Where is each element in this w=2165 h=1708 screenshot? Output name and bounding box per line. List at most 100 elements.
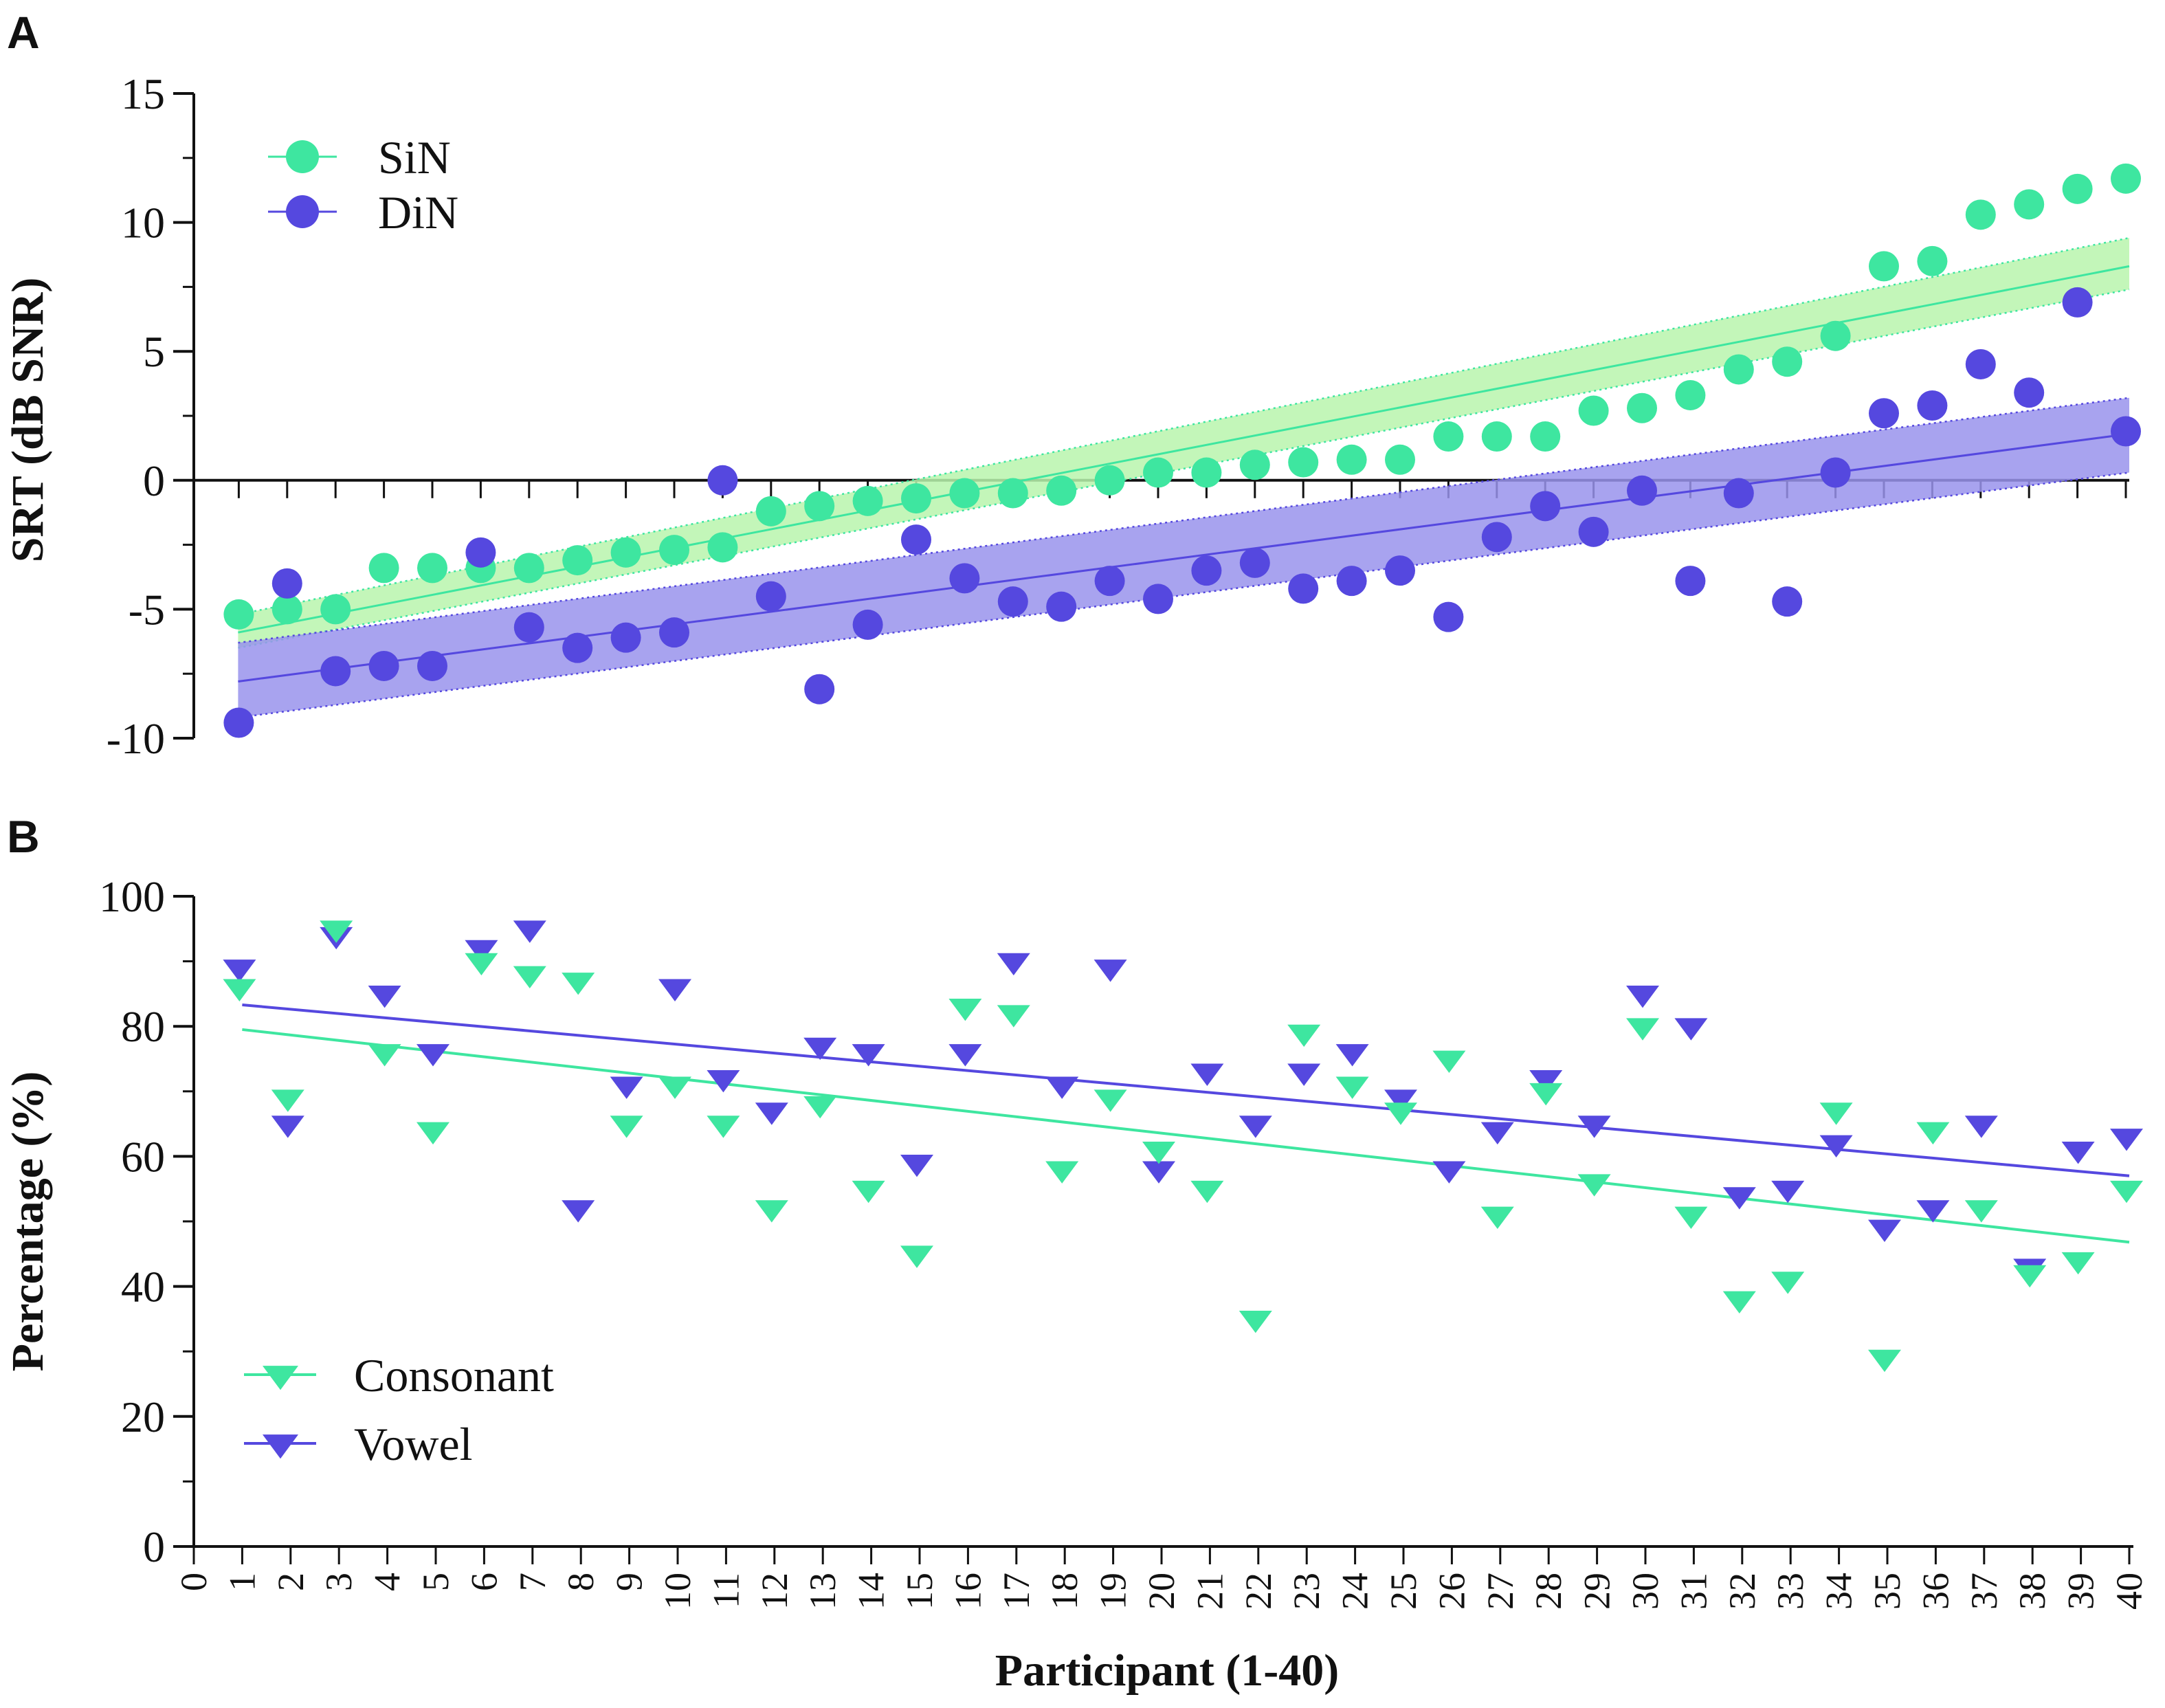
x-tick-label-b: 14 bbox=[851, 1573, 892, 1610]
point-din bbox=[1723, 478, 1754, 509]
x-tick-label-b: 15 bbox=[899, 1573, 940, 1610]
point-vowel bbox=[1432, 1161, 1466, 1184]
point-consonant bbox=[513, 966, 546, 989]
point-vowel bbox=[271, 1116, 304, 1138]
point-consonant bbox=[1287, 1024, 1321, 1047]
point-vowel bbox=[852, 1044, 885, 1067]
point-vowel bbox=[2061, 1142, 2095, 1164]
x-tick-label-b: 22 bbox=[1238, 1573, 1279, 1610]
x-tick-label-b: 11 bbox=[705, 1573, 746, 1608]
legend-marker-vowel bbox=[263, 1434, 298, 1459]
point-sin bbox=[949, 478, 980, 509]
point-din bbox=[1772, 586, 1803, 617]
point-consonant bbox=[1190, 1180, 1224, 1204]
point-din bbox=[2014, 377, 2045, 408]
legend-marker-consonant bbox=[263, 1366, 298, 1390]
point-sin bbox=[1239, 450, 1270, 480]
point-sin bbox=[1869, 251, 1899, 282]
point-sin bbox=[901, 483, 931, 514]
y-tick-label-b: 40 bbox=[121, 1263, 165, 1311]
point-sin bbox=[1191, 457, 1222, 488]
ci-lower-din bbox=[238, 472, 2130, 719]
x-tick-label-b: 12 bbox=[754, 1573, 795, 1610]
point-vowel bbox=[562, 1200, 595, 1223]
point-consonant bbox=[948, 998, 982, 1021]
point-sin bbox=[271, 594, 302, 625]
point-sin bbox=[707, 532, 738, 563]
point-consonant bbox=[1045, 1161, 1079, 1184]
x-tick-label-b: 32 bbox=[1722, 1573, 1763, 1610]
point-sin bbox=[1094, 465, 1125, 496]
x-tick-label-b: 9 bbox=[609, 1573, 650, 1591]
y-tick-label-b: 60 bbox=[121, 1132, 165, 1181]
x-tick-label-b: 25 bbox=[1383, 1573, 1424, 1610]
x-tick-label-b: 1 bbox=[221, 1573, 263, 1591]
legend-b: Consonant Vowel bbox=[244, 1349, 554, 1470]
point-vowel bbox=[1480, 1122, 1514, 1145]
point-vowel bbox=[1722, 1187, 1756, 1210]
y-axis-label-b: Percentage (%) bbox=[3, 1072, 53, 1372]
point-sin bbox=[1433, 421, 1464, 452]
point-vowel bbox=[1045, 1076, 1079, 1099]
point-consonant bbox=[2061, 1252, 2095, 1275]
fit-line-vowel bbox=[242, 1003, 2130, 1177]
point-din bbox=[804, 674, 835, 705]
point-din bbox=[755, 581, 786, 612]
point-din bbox=[2111, 416, 2141, 447]
x-tick-label-b: 0 bbox=[173, 1573, 214, 1591]
point-sin bbox=[1143, 457, 1173, 488]
point-vowel bbox=[1335, 1044, 1369, 1067]
fit-line-sin bbox=[238, 265, 2130, 634]
point-sin bbox=[1723, 354, 1754, 385]
point-din bbox=[1191, 555, 1222, 586]
point-din bbox=[997, 586, 1028, 617]
y-tick-label-a: 10 bbox=[121, 199, 165, 247]
point-vowel bbox=[1529, 1070, 1563, 1093]
point-consonant bbox=[1335, 1076, 1369, 1099]
point-din bbox=[1046, 591, 1077, 622]
point-din bbox=[1385, 555, 1415, 586]
ci-upper-din bbox=[238, 397, 2130, 644]
x-tick-label-b: 5 bbox=[415, 1573, 456, 1591]
x-tick-label-b: 33 bbox=[1770, 1573, 1811, 1610]
point-sin bbox=[755, 496, 786, 526]
point-consonant bbox=[610, 1116, 643, 1138]
point-sin bbox=[1965, 199, 1996, 230]
x-tick-label-b: 38 bbox=[2012, 1573, 2053, 1610]
x-tick-label-b: 31 bbox=[1673, 1573, 1714, 1610]
x-tick-label-b: 24 bbox=[1335, 1573, 1376, 1610]
point-din bbox=[1143, 584, 1173, 614]
point-din bbox=[1627, 475, 1657, 506]
point-vowel bbox=[1964, 1116, 1998, 1138]
point-consonant bbox=[658, 1076, 691, 1099]
x-tick-label-b: 10 bbox=[657, 1573, 698, 1610]
x-tick-label-b: 36 bbox=[1915, 1573, 1956, 1610]
point-sin bbox=[1578, 395, 1609, 426]
point-consonant bbox=[997, 1005, 1030, 1028]
point-vowel bbox=[1190, 1063, 1224, 1086]
point-consonant bbox=[900, 1245, 933, 1268]
x-tick-label-b: 27 bbox=[1480, 1573, 1521, 1610]
point-din bbox=[852, 609, 883, 640]
point-consonant bbox=[1722, 1291, 1756, 1314]
point-sin bbox=[1481, 421, 1512, 452]
point-sin bbox=[417, 553, 447, 584]
point-din bbox=[320, 656, 351, 687]
point-consonant bbox=[1868, 1349, 1901, 1373]
point-consonant bbox=[1480, 1206, 1514, 1230]
x-tick-label-b: 2 bbox=[270, 1573, 311, 1591]
x-tick-label-b: 17 bbox=[996, 1573, 1037, 1610]
point-consonant bbox=[2013, 1265, 2047, 1288]
point-consonant bbox=[2110, 1180, 2143, 1204]
point-consonant bbox=[1577, 1174, 1611, 1197]
point-consonant bbox=[1529, 1083, 1563, 1106]
point-consonant bbox=[320, 920, 353, 943]
point-sin bbox=[1675, 379, 1706, 410]
legend-label-vowel: Vowel bbox=[354, 1418, 473, 1470]
legend-marker-sin bbox=[286, 140, 319, 173]
y-tick-label-a: -5 bbox=[129, 585, 165, 634]
point-consonant bbox=[562, 973, 595, 995]
point-vowel bbox=[1239, 1116, 1272, 1138]
